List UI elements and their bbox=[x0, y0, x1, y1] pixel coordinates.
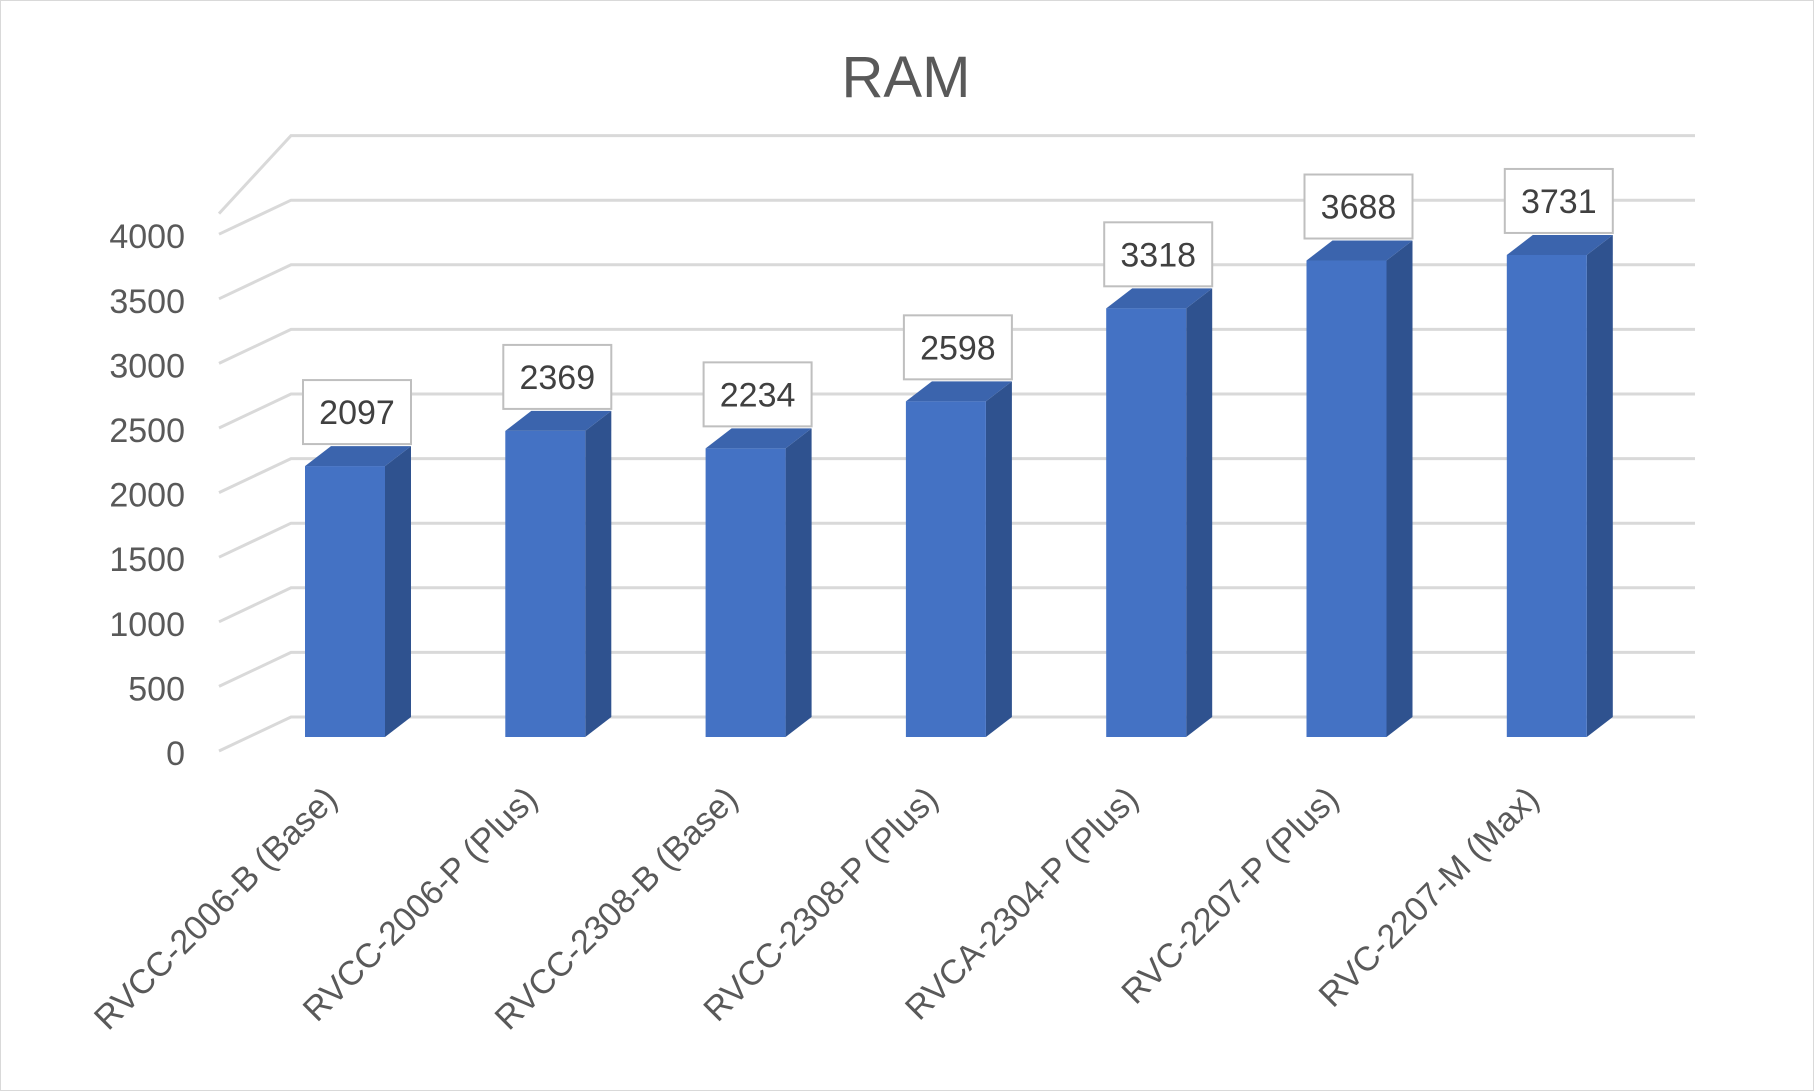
gridline-4 bbox=[218, 457, 1695, 494]
y-tick-label-0: 0 bbox=[166, 735, 185, 773]
bar-side-4 bbox=[1186, 288, 1213, 737]
data-label-6: 3731 bbox=[1521, 183, 1597, 221]
y-tick-label-4: 2000 bbox=[109, 477, 185, 515]
gridline-6 bbox=[218, 327, 1695, 365]
bar-2 bbox=[705, 448, 786, 737]
gridline-2 bbox=[218, 586, 1695, 624]
y-tick-label-5: 2500 bbox=[109, 412, 185, 450]
gridline-5 bbox=[218, 392, 1695, 430]
gridline-0 bbox=[218, 715, 1695, 753]
data-label-box-2 bbox=[702, 361, 813, 428]
data-label-box-4 bbox=[1103, 221, 1214, 288]
gridline-7 bbox=[218, 263, 1695, 301]
bar-side-3 bbox=[985, 381, 1012, 737]
x-axis-category-labels: RVCC-2006-B (Base)RVCC-2006-P (Plus)RVCC… bbox=[87, 780, 1546, 1038]
data-label-box-6 bbox=[1503, 167, 1614, 234]
data-label-1: 2369 bbox=[519, 359, 595, 397]
data-label-0: 2097 bbox=[319, 394, 395, 432]
bar-side-1 bbox=[585, 410, 612, 737]
y-tick-label-2: 1000 bbox=[109, 606, 185, 644]
data-label-3: 2598 bbox=[920, 329, 996, 367]
bar-0 bbox=[305, 466, 385, 737]
data-label-5: 3688 bbox=[1321, 189, 1397, 227]
data-labels: 2097 2369 2234 2598 3318 3688 3731 bbox=[302, 167, 1614, 446]
bar-3 bbox=[905, 401, 986, 737]
bar-top-0 bbox=[305, 446, 411, 467]
bar-top-6 bbox=[1506, 234, 1613, 255]
bar-side-0 bbox=[385, 446, 411, 737]
gridlines bbox=[217, 134, 1695, 753]
bar-4 bbox=[1106, 308, 1187, 737]
y-tick-label-7: 3500 bbox=[109, 283, 185, 321]
y-tick-label-6: 3000 bbox=[109, 347, 185, 385]
chart-title: RAM bbox=[842, 45, 971, 110]
bar-top-3 bbox=[905, 381, 1012, 402]
bar-1 bbox=[505, 430, 586, 737]
bar-side-6 bbox=[1586, 234, 1613, 737]
gridline-3 bbox=[218, 521, 1695, 559]
y-tick-label-1: 500 bbox=[128, 670, 185, 708]
y-axis-tick-labels: 0 500 1000 1500 2000 2500 3000 3500 4000 bbox=[109, 218, 185, 773]
y-tick-label-3: 1500 bbox=[109, 541, 185, 579]
bar-top-4 bbox=[1106, 288, 1213, 309]
data-label-box-0 bbox=[302, 379, 412, 446]
bar-side-2 bbox=[785, 428, 812, 737]
gridline-top bbox=[217, 134, 1695, 215]
bar-top-1 bbox=[505, 410, 612, 431]
bars bbox=[305, 234, 1613, 737]
data-label-box-1 bbox=[502, 343, 613, 410]
x-category-label-5: RVC-2207-P (Plus) bbox=[1114, 780, 1346, 1012]
y-tick-label-8: 4000 bbox=[109, 218, 185, 256]
bar-side-5 bbox=[1386, 240, 1413, 737]
bar-6 bbox=[1506, 254, 1587, 737]
bar-top-2 bbox=[705, 428, 812, 449]
bar-5 bbox=[1306, 260, 1387, 737]
x-category-label-6: RVC-2207-M (Max) bbox=[1312, 780, 1547, 1015]
gridline-8 bbox=[218, 198, 1695, 236]
bar-top-5 bbox=[1306, 240, 1413, 261]
gridline-1 bbox=[218, 650, 1695, 688]
data-label-4: 3318 bbox=[1120, 236, 1196, 274]
data-label-box-5 bbox=[1303, 173, 1414, 240]
data-label-box-3 bbox=[902, 314, 1013, 381]
data-label-2: 2234 bbox=[720, 376, 796, 414]
